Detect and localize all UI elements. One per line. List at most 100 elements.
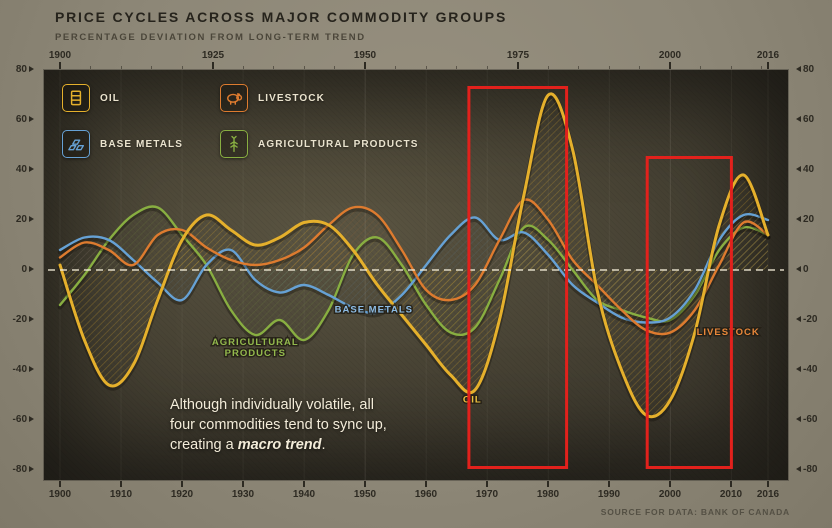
tick-arrow-left-icon	[796, 366, 801, 373]
x-bottom-label-1900: 1900	[48, 489, 72, 500]
x-top-minor-tick	[151, 66, 152, 69]
y-tick-right--80: -80	[794, 463, 830, 476]
x-top-tick-1975	[517, 62, 519, 69]
y-tick-right-40: 40	[794, 163, 830, 176]
y-tick-left--80: -80	[2, 463, 36, 476]
annotation-emphasis: macro trend	[237, 437, 322, 453]
tick-arrow-right-icon	[29, 266, 34, 273]
x-bottom-tick-1990	[608, 481, 610, 487]
x-top-minor-tick	[304, 66, 305, 69]
x-top-tick-2016	[767, 62, 769, 69]
y-tick-left-60: 60	[2, 113, 36, 126]
x-bottom-label-1950: 1950	[353, 489, 377, 500]
legend-item-livestock: LIVESTOCK	[220, 84, 325, 112]
legend-item-oil: OIL	[62, 84, 120, 112]
annotation-line-2: four commodities tend to sync up,	[170, 417, 387, 433]
x-top-minor-tick	[182, 66, 183, 69]
x-top-tick-1925	[212, 62, 214, 69]
x-top-minor-tick	[578, 66, 579, 69]
annotation-line-3-suffix: .	[321, 437, 326, 453]
x-bottom-tick-1930	[242, 481, 244, 487]
tick-arrow-left-icon	[796, 116, 801, 123]
y-tick-left-80: 80	[2, 63, 36, 76]
x-top-minor-tick	[273, 66, 274, 69]
x-top-minor-tick	[456, 66, 457, 69]
x-bottom-tick-1910	[120, 481, 122, 487]
y-tick-right--60: -60	[794, 413, 830, 426]
legend-label-base-metals: BASE METALS	[100, 138, 184, 150]
x-bottom-tick-2000	[669, 481, 671, 487]
y-tick-right--20: -20	[794, 313, 830, 326]
x-top-tick-1900	[59, 62, 61, 69]
annotation-text: Although individually volatile, all four…	[170, 395, 387, 455]
annotation-line-3: creating a macro trend.	[170, 435, 387, 455]
x-bottom-tick-1940	[303, 481, 305, 487]
x-bottom-label-1920: 1920	[170, 489, 194, 500]
tick-arrow-right-icon	[29, 66, 34, 73]
x-bottom-tick-1960	[425, 481, 427, 487]
x-top-minor-tick	[609, 66, 610, 69]
tick-arrow-left-icon	[796, 316, 801, 323]
x-bottom-label-1930: 1930	[231, 489, 255, 500]
legend-label-livestock: LIVESTOCK	[258, 92, 325, 104]
page-subtitle: PERCENTAGE DEVIATION FROM LONG-TERM TREN…	[55, 32, 366, 43]
x-top-label-2016: 2016	[756, 50, 780, 61]
y-tick-left--40: -40	[2, 363, 36, 376]
x-bottom-tick-1950	[364, 481, 366, 487]
y-tick-right-80: 80	[794, 63, 830, 76]
annotation-line-3-prefix: creating a	[170, 437, 238, 453]
tick-arrow-right-icon	[29, 116, 34, 123]
tick-arrow-right-icon	[29, 316, 34, 323]
x-top-label-1950: 1950	[353, 50, 377, 61]
tick-arrow-left-icon	[796, 166, 801, 173]
source-credit: SOURCE FOR DATA: BANK OF CANADA	[600, 507, 790, 517]
x-top-minor-tick	[395, 66, 396, 69]
annotation-line-1: Although individually volatile, all	[170, 397, 374, 413]
page-title: PRICE CYCLES ACROSS MAJOR COMMODITY GROU…	[55, 9, 508, 25]
y-tick-left--60: -60	[2, 413, 36, 426]
x-top-tick-1950	[364, 62, 366, 69]
legend-label-oil: OIL	[100, 92, 120, 104]
x-top-minor-tick	[243, 66, 244, 69]
oil-barrel-icon	[62, 84, 90, 112]
tick-arrow-left-icon	[796, 66, 801, 73]
tick-arrow-right-icon	[29, 366, 34, 373]
x-top-minor-tick	[334, 66, 335, 69]
x-top-label-1900: 1900	[48, 50, 72, 61]
x-top-minor-tick	[90, 66, 91, 69]
legend-item-agriculture: AGRICULTURAL PRODUCTS	[220, 130, 419, 158]
x-top-tick-2000	[669, 62, 671, 69]
x-bottom-tick-2010	[730, 481, 732, 487]
y-tick-left--20: -20	[2, 313, 36, 326]
y-tick-right-0: 0	[794, 263, 830, 276]
base-metals-icon	[62, 130, 90, 158]
y-tick-left-20: 20	[2, 213, 36, 226]
x-top-label-2000: 2000	[658, 50, 682, 61]
tick-arrow-right-icon	[29, 216, 34, 223]
x-top-minor-tick	[731, 66, 732, 69]
tick-arrow-left-icon	[796, 266, 801, 273]
x-bottom-label-1990: 1990	[597, 489, 621, 500]
chart-legend: OIL LIVESTOCK BASE METALS AGRICULTURAL PROD…	[62, 84, 492, 170]
x-bottom-label-2000: 2000	[658, 489, 682, 500]
x-bottom-tick-1920	[181, 481, 183, 487]
x-top-minor-tick	[548, 66, 549, 69]
legend-item-base-metals: BASE METALS	[62, 130, 183, 158]
x-top-label-1975: 1975	[506, 50, 530, 61]
y-tick-left-40: 40	[2, 163, 36, 176]
y-tick-left-0: 0	[2, 263, 36, 276]
x-bottom-label-1910: 1910	[109, 489, 133, 500]
agriculture-icon	[220, 130, 248, 158]
tick-arrow-left-icon	[796, 466, 801, 473]
header: PRICE CYCLES ACROSS MAJOR COMMODITY GROU…	[55, 9, 507, 43]
x-bottom-label-2016: 2016	[756, 489, 780, 500]
tick-arrow-right-icon	[29, 416, 34, 423]
y-tick-right-60: 60	[794, 113, 830, 126]
x-bottom-label-1980: 1980	[536, 489, 560, 500]
x-top-minor-tick	[121, 66, 122, 69]
x-top-label-1925: 1925	[201, 50, 225, 61]
x-bottom-tick-1900	[59, 481, 61, 487]
x-bottom-label-1960: 1960	[414, 489, 438, 500]
tick-arrow-right-icon	[29, 166, 34, 173]
